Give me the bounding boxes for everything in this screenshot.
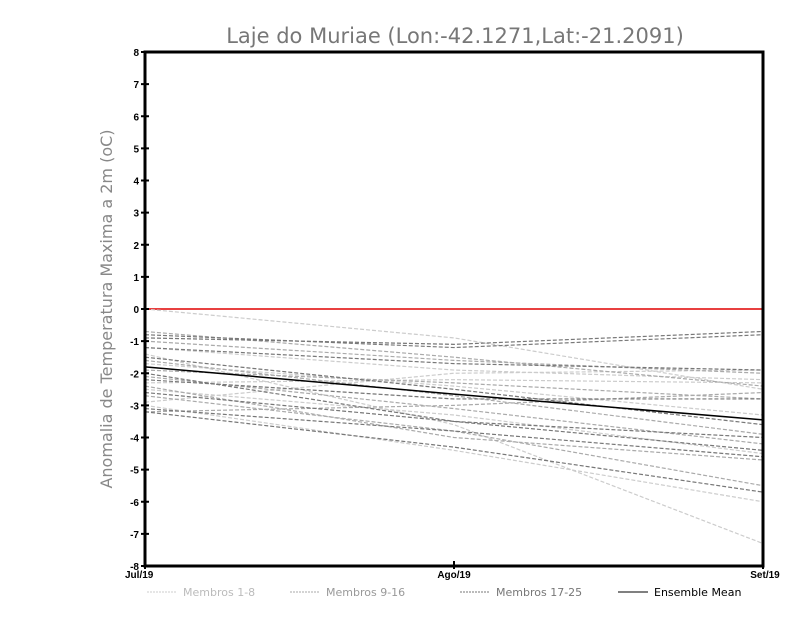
y-tick-label: -8 — [130, 562, 139, 573]
x-tick-label: Set/19 — [750, 570, 780, 581]
y-tick-label: -4 — [130, 434, 139, 445]
y-tick-label: -3 — [130, 401, 139, 412]
legend-label-2: Membros 9-16 — [326, 586, 405, 599]
legend-label-4: Ensemble Mean — [654, 586, 741, 599]
member-line-23 — [144, 407, 764, 458]
member-line-16 — [144, 340, 764, 374]
member-line-18 — [144, 330, 764, 345]
member-line-21 — [144, 372, 764, 451]
member-line-20 — [144, 356, 764, 426]
y-tick-label: -6 — [130, 498, 139, 509]
y-tick-label: -2 — [130, 369, 139, 380]
member-line-8 — [144, 346, 764, 381]
member-line-24 — [144, 411, 764, 493]
member-line-12 — [144, 391, 764, 413]
member-line-13 — [144, 395, 764, 487]
ensemble-mean-line — [144, 366, 764, 421]
y-tick-label: -7 — [130, 530, 139, 541]
member-line-4 — [144, 363, 764, 416]
y-tick-label: 7 — [133, 80, 139, 91]
y-tick-label: 1 — [133, 273, 139, 284]
member-line-5 — [144, 369, 764, 403]
member-line-3 — [144, 379, 764, 384]
legend-label-1: Membros 1-8 — [183, 586, 255, 599]
member-line-10 — [144, 359, 764, 435]
member-line-2 — [144, 353, 764, 545]
member-line-7 — [144, 404, 764, 503]
y-tick-label: 3 — [133, 209, 139, 220]
member-line-14 — [144, 369, 764, 400]
y-axis-label: Anomalia de Temperatura Maxima a 2m (oC) — [97, 129, 116, 488]
y-tick-label: -1 — [130, 337, 139, 348]
legend: Membros 1-8 Membros 9-16 Membros 17-25 Ense… — [147, 586, 741, 599]
member-line-19 — [144, 346, 764, 371]
series-lines — [144, 308, 764, 545]
member-line-22 — [144, 391, 764, 439]
y-tick-label: 0 — [133, 305, 139, 316]
y-tick-label: 5 — [133, 144, 139, 155]
y-tick-label: 8 — [133, 48, 139, 59]
y-tick-label: 6 — [133, 112, 139, 123]
member-line-25 — [144, 379, 763, 400]
y-tick-label: -5 — [130, 466, 139, 477]
legend-label-3: Membros 17-25 — [496, 586, 582, 599]
chart-title: Laje do Muriae (Lon:-42.1271,Lat:-21.209… — [226, 24, 684, 48]
x-tick-label: Jul/19 — [125, 570, 154, 581]
member-line-17 — [144, 334, 764, 349]
y-tick-label: 4 — [133, 177, 139, 188]
axes: -8 -7 -6 -5 -4 -3 -2 -1 0 1 2 3 4 5 6 7 8 Jul/19 Ago/19 Set… — [125, 48, 780, 581]
member-line-15 — [144, 385, 764, 461]
y-tick-label: 2 — [133, 241, 139, 252]
member-line-1 — [144, 308, 764, 390]
x-tick-label: Ago/19 — [437, 570, 471, 581]
